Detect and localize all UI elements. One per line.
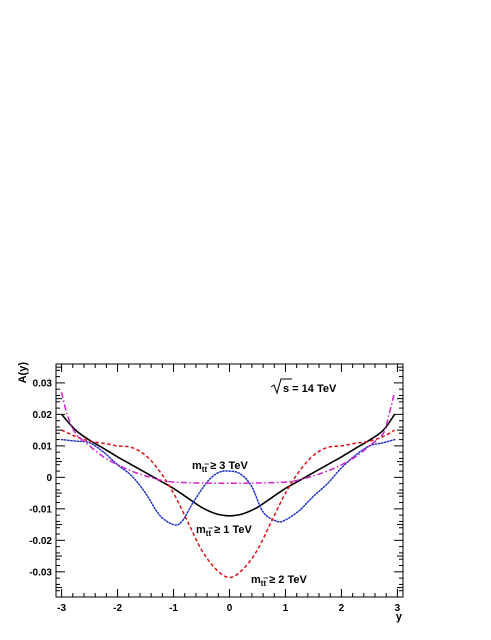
mass-symbol: m [192,460,202,472]
annotation-mtt-3-text: mtt ≥ 3 TeV [192,460,248,474]
mass-subscript-t: t [202,465,205,474]
mass-subscript-tbar: t [208,529,211,538]
y-tick-label: 0 [46,473,52,484]
annotation-mtt-1-text: mtt ≥ 1 TeV [196,524,252,538]
series-line-mtt_gt_3 [60,392,396,485]
x-tick-label: 1 [283,603,289,614]
series-layer [60,392,396,579]
x-axis-label: y [396,611,403,623]
y-axis-label: A(y) [17,362,29,384]
x-tick-label: -1 [169,603,178,614]
axis-layer: -3 -2 -1 0 1 2 3 -0.03 -0.02 -0.01 0 0.01 0.02 0.03 [29,364,403,614]
annotation-mtt-3: mtt ≥ 3 TeV [192,460,248,474]
x-tick-label: 3 [395,603,401,614]
y-tick-label: 0.02 [33,410,53,421]
y-tick-label: -0.01 [29,504,52,515]
y-tick-label: -0.02 [29,536,52,547]
mass-symbol: m [196,524,206,536]
annotation-mtt-1: mtt ≥ 1 TeV [196,524,252,538]
y-tick-label: 0.03 [33,378,53,389]
annotation-mtt-2-text: mtt ≥ 2 TeV [251,574,307,588]
mass-subscript-tbar: t [263,579,266,588]
cut-value: ≥ 3 TeV [207,460,248,472]
cut-value: ≥ 2 TeV [266,574,307,586]
plot-frame [55,363,404,598]
y-tick-label: 0.01 [33,441,53,452]
series-line-mtt_gt_2 [61,429,395,579]
x-tick-label: 0 [227,603,233,614]
annotation-mtt-2: mtt ≥ 2 TeV [251,574,307,588]
x-tick-label: -3 [57,603,66,614]
series-line-mtt_gt_1 [60,438,396,526]
energy-annotation: s = 14 TeV [270,378,337,395]
mass-symbol: m [251,574,261,586]
y-tick-label: -0.03 [29,567,52,578]
series-line-inclusive [60,413,396,517]
energy-annotation-text: s = 14 TeV [283,383,337,395]
cut-value: ≥ 1 TeV [211,524,252,536]
mass-subscript-t: t [206,529,209,538]
mass-subscript-tbar: t [204,465,207,474]
energy-symbol: s [283,383,289,395]
mass-subscript-t: t [261,579,264,588]
sqrt-sign-icon [270,378,292,395]
energy-value: = 14 TeV [289,383,337,395]
x-tick-label: -2 [113,603,122,614]
x-tick-label: 2 [339,603,345,614]
